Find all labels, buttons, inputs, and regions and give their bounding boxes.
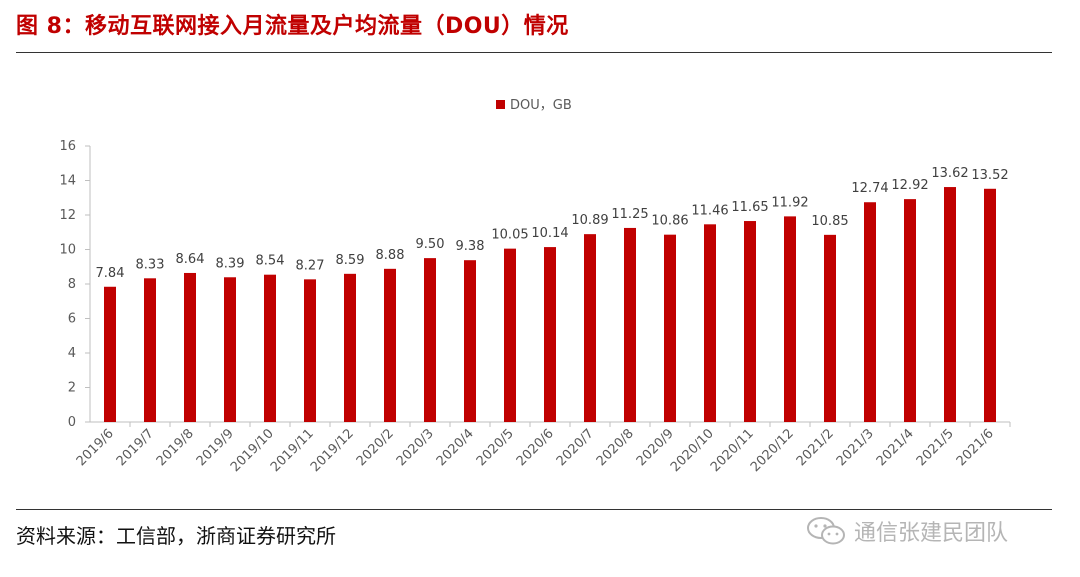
bar (104, 286, 116, 422)
x-tick-label: 2020/8 (594, 426, 637, 469)
bar (984, 188, 996, 422)
bar (784, 216, 796, 422)
bar (624, 227, 636, 422)
y-tick-label: 14 (59, 174, 76, 189)
y-tick-label: 8 (68, 277, 76, 292)
data-label: 11.46 (691, 203, 728, 218)
legend-swatch (496, 100, 505, 109)
wechat-icon (807, 517, 845, 545)
x-tick-label: 2019/12 (308, 426, 357, 475)
data-label: 8.39 (216, 256, 245, 271)
x-tick-label: 2020/5 (474, 426, 517, 469)
watermark: 通信张建民团队 (806, 515, 1008, 547)
x-tick-label: 2021/3 (834, 426, 877, 469)
data-label: 8.59 (336, 253, 365, 268)
bar (544, 247, 556, 422)
x-tick-label: 2019/7 (114, 426, 157, 469)
title-rule (16, 52, 1052, 53)
x-tick-label: 2021/5 (914, 426, 957, 469)
y-tick-label: 0 (68, 415, 76, 430)
legend-label: DOU，GB (510, 98, 572, 113)
bar (344, 273, 356, 422)
source-rule (16, 509, 1052, 510)
bar (584, 234, 596, 422)
y-tick-label: 4 (68, 346, 76, 361)
bar (704, 224, 716, 422)
bar (464, 260, 476, 422)
y-tick-label: 10 (59, 243, 76, 258)
data-label: 8.88 (376, 248, 405, 263)
data-label: 13.62 (931, 166, 968, 181)
bar (384, 268, 396, 422)
x-tick-label: 2021/6 (954, 426, 997, 469)
data-label: 8.64 (176, 252, 205, 267)
data-label: 8.27 (296, 258, 325, 273)
data-label: 10.89 (571, 213, 608, 228)
data-label: 9.38 (456, 239, 485, 254)
bar (184, 272, 196, 422)
data-label: 10.85 (811, 214, 848, 229)
y-tick-label: 6 (68, 312, 76, 327)
x-tick-label: 2019/10 (228, 426, 277, 475)
data-label: 9.50 (416, 237, 445, 252)
data-label: 11.92 (771, 195, 808, 210)
x-tick-label: 2020/6 (514, 426, 557, 469)
data-label: 10.86 (651, 214, 688, 229)
data-label: 13.52 (971, 168, 1008, 183)
watermark-text: 通信张建民团队 (854, 521, 1009, 546)
data-label: 8.54 (256, 254, 285, 269)
y-tick-label: 12 (59, 208, 76, 223)
data-label: 12.92 (891, 178, 928, 193)
bar (264, 274, 276, 422)
bar (504, 248, 516, 422)
data-label: 10.05 (491, 228, 528, 243)
x-tick-label: 2019/8 (154, 426, 197, 469)
y-tick-label: 16 (59, 139, 76, 154)
data-label: 7.84 (96, 266, 125, 281)
data-label: 11.25 (611, 207, 648, 222)
data-label: 10.14 (531, 226, 568, 241)
dou-bar-chart: 0 2 4 6 8 10 12 14 16 7.84 2019/6 8.33 2019/7 8.64 201… (59, 98, 1011, 475)
bar (904, 199, 916, 422)
data-label: 11.65 (731, 200, 768, 215)
x-tick-label: 2020/4 (434, 426, 477, 469)
bar (424, 258, 436, 422)
bar (664, 234, 676, 422)
bar (824, 234, 836, 422)
bar (224, 277, 236, 422)
x-tick-label: 2021/4 (874, 426, 917, 469)
data-label: 12.74 (851, 181, 888, 196)
x-tick-label: 2020/11 (708, 426, 757, 475)
x-tick-label: 2020/3 (394, 426, 437, 469)
x-tick-label: 2020/10 (668, 426, 717, 475)
x-tick-label: 2021/2 (794, 426, 837, 469)
x-tick-label: 2020/12 (748, 426, 797, 475)
bar (744, 221, 756, 422)
x-tick-label: 2019/11 (268, 426, 317, 475)
bar (864, 202, 876, 422)
x-tick-label: 2020/7 (554, 426, 597, 469)
x-tick-label: 2019/6 (74, 426, 117, 469)
y-tick-label: 2 (68, 381, 76, 396)
source-note: 资料来源：工信部，浙商证券研究所 (16, 524, 336, 548)
x-tick-label: 2020/2 (354, 426, 397, 469)
bar (304, 279, 316, 422)
figure-title: 图 8：移动互联网接入月流量及户均流量（DOU）情况 (16, 14, 569, 39)
data-label: 8.33 (136, 257, 165, 272)
bar (144, 278, 156, 422)
bar (944, 187, 956, 422)
